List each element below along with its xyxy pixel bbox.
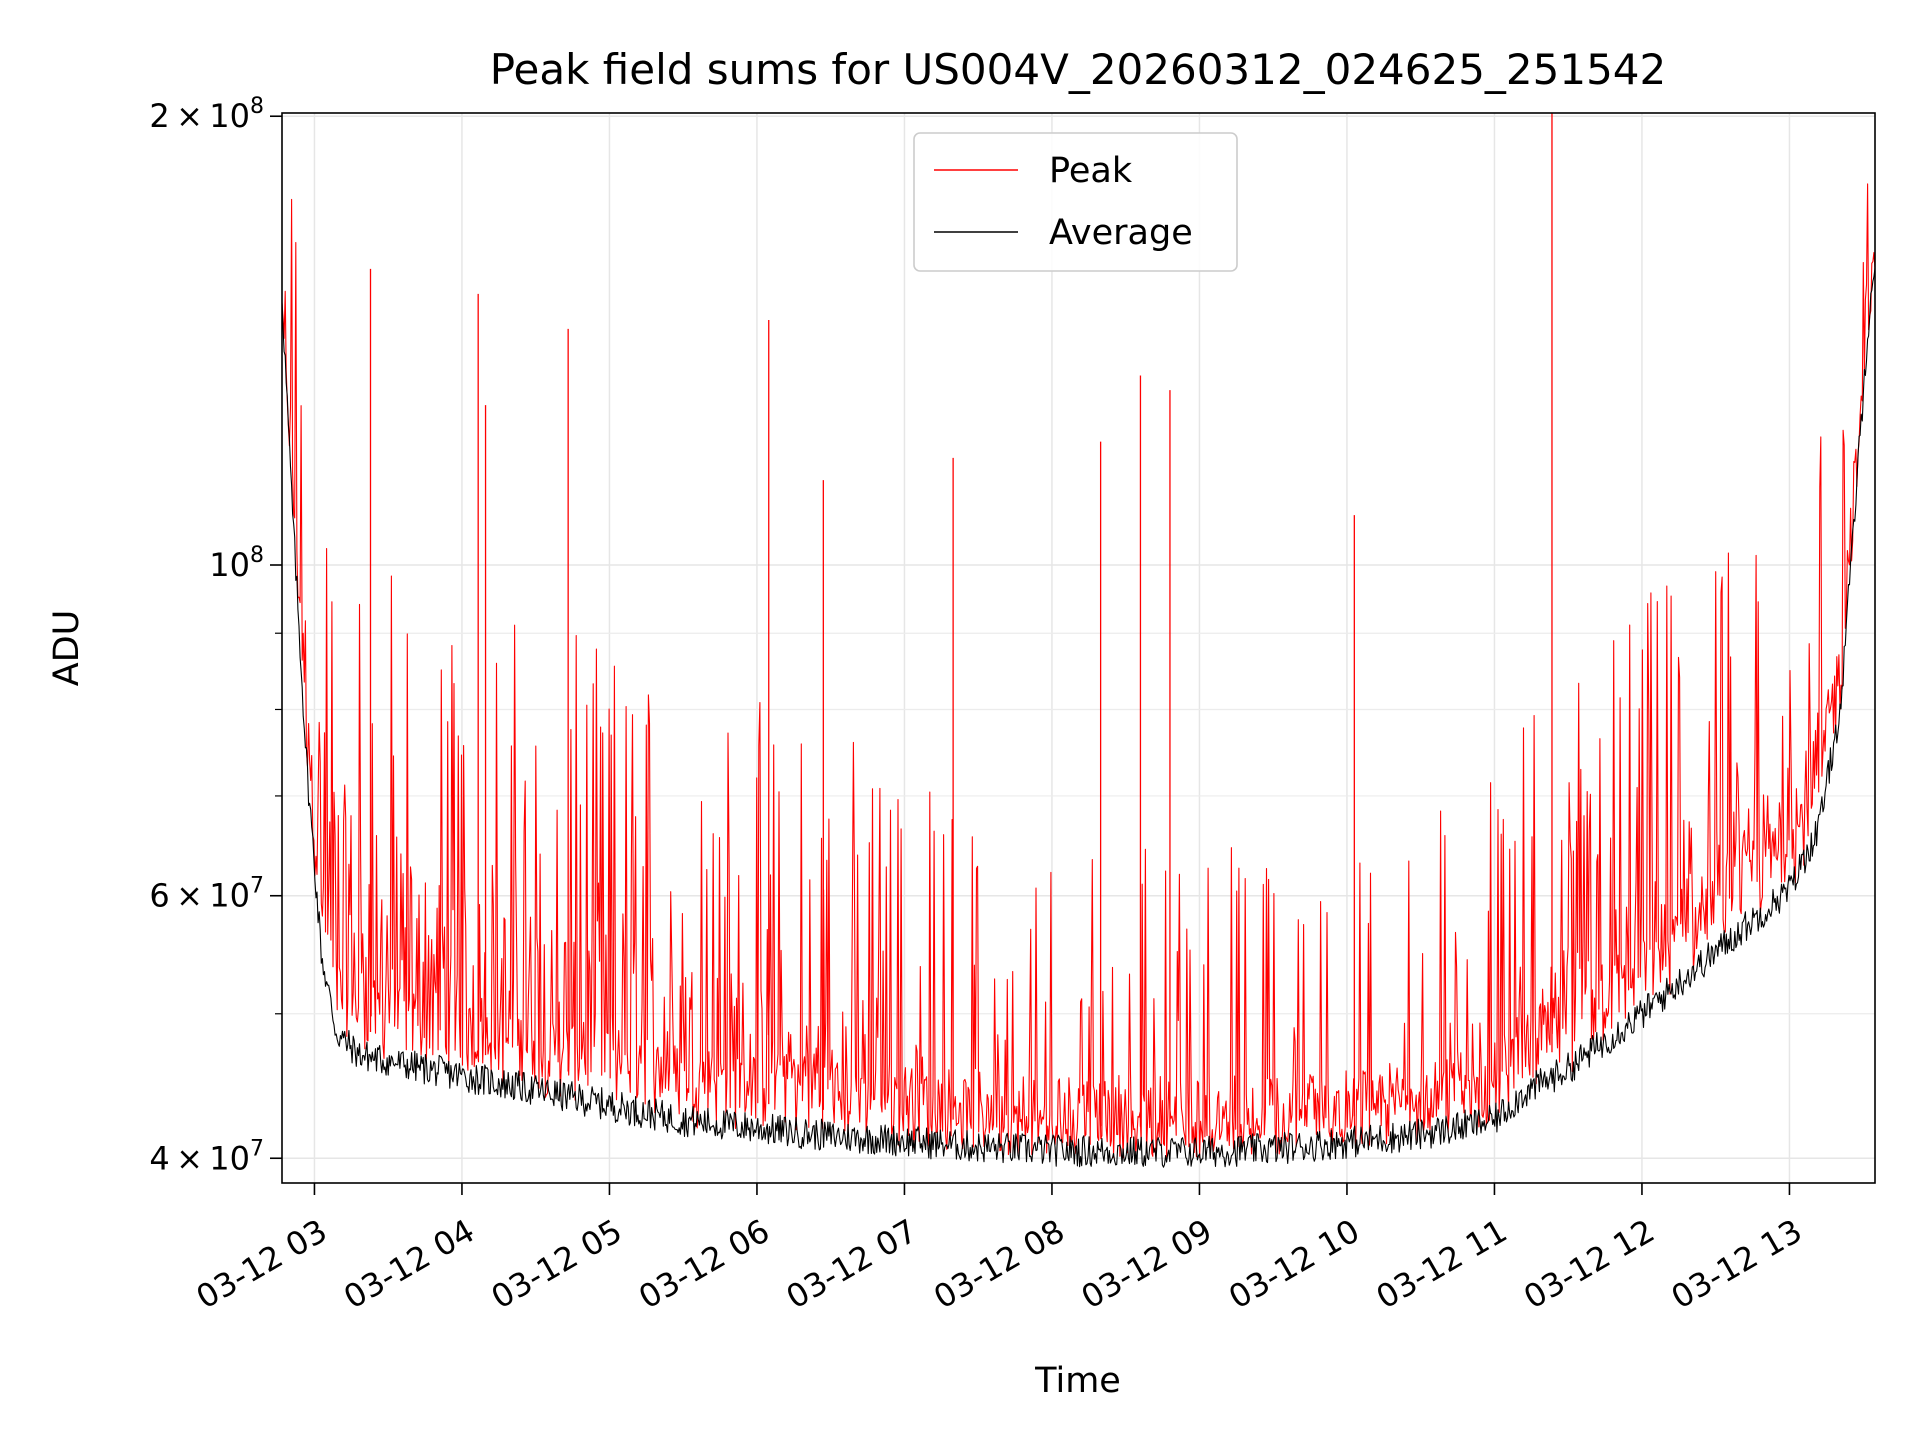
x-tick-label: 03-12 13	[1665, 1212, 1809, 1317]
x-tick-label: 03-12 11	[1370, 1212, 1514, 1317]
grid-layer	[282, 113, 1875, 1183]
y-tick-label: 4 × 107	[149, 1136, 264, 1177]
average-series-line	[282, 268, 1875, 1168]
y-tick-label: 2 × 108	[149, 94, 264, 135]
x-tick-label: 03-12 09	[1075, 1212, 1219, 1317]
peak-series-line	[282, 183, 1875, 1159]
chart-title: Peak field sums for US004V_20260312_0246…	[490, 45, 1667, 94]
series-layer	[282, 113, 1875, 1168]
y-axis-label: ADU	[47, 610, 87, 687]
plot-frame	[281, 112, 1876, 1184]
legend-box	[913, 132, 1238, 272]
x-tick-label: 03-12 04	[337, 1212, 481, 1317]
x-tick-label: 03-12 03	[190, 1212, 334, 1317]
y-tick-label: 6 × 107	[149, 874, 264, 915]
y-tick-label: 108	[209, 543, 264, 584]
x-tick-label: 03-12 12	[1517, 1212, 1661, 1317]
x-tick-label: 03-12 08	[927, 1212, 1071, 1317]
x-tick-label: 03-12 06	[632, 1212, 776, 1317]
x-tick-label: 03-12 10	[1222, 1212, 1366, 1317]
x-axis-label: Time	[1034, 1361, 1121, 1401]
legend: Peak Average	[913, 132, 1238, 272]
legend-label-average: Average	[1049, 213, 1193, 253]
ticks-layer: 03-12 03 03-12 04 03-12 05 03-12 06 03-12 07…	[149, 94, 1808, 1316]
legend-label-peak: Peak	[1049, 151, 1133, 191]
x-tick-label: 03-12 05	[485, 1212, 629, 1317]
x-tick-label: 03-12 07	[780, 1212, 924, 1317]
